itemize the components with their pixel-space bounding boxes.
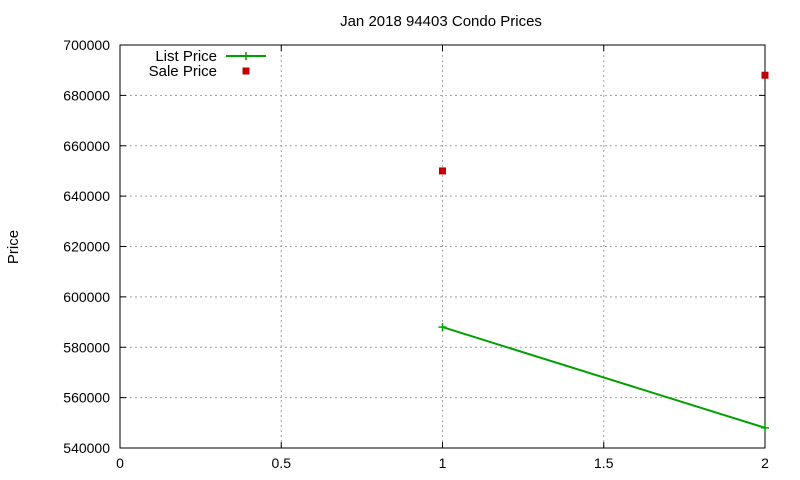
- x-tick-label: 1: [439, 455, 447, 471]
- y-axis-title: Price: [5, 230, 22, 264]
- y-tick-label: 540000: [63, 440, 110, 456]
- y-tick-label: 600000: [63, 289, 110, 305]
- y-tick-label: 660000: [63, 138, 110, 154]
- x-tick-label: 0.5: [272, 455, 292, 471]
- ticks-layer: 540000 560000 580000 600000 620000 640000 6600…: [63, 37, 769, 471]
- square-marker: [242, 67, 250, 75]
- series-layer: [438, 71, 769, 432]
- y-tick-label: 680000: [63, 87, 110, 103]
- legend-label: Sale Price: [149, 63, 217, 80]
- y-tick-label: 580000: [63, 339, 110, 355]
- y-tick-label: 620000: [63, 239, 110, 255]
- x-tick-label: 2: [761, 455, 769, 471]
- x-tick-label: 0: [116, 455, 124, 471]
- grid-layer: [120, 45, 765, 448]
- chart-title: Jan 2018 94403 Condo Prices: [340, 13, 542, 30]
- list-price-line: [442, 326, 766, 429]
- y-tick-label: 700000: [63, 37, 110, 53]
- square-marker: [761, 71, 769, 79]
- x-tick-label: 1.5: [594, 455, 614, 471]
- y-tick-label: 640000: [63, 188, 110, 204]
- legend-label: List Price: [155, 48, 217, 65]
- y-tick-label: 560000: [63, 390, 110, 406]
- square-marker: [439, 167, 446, 175]
